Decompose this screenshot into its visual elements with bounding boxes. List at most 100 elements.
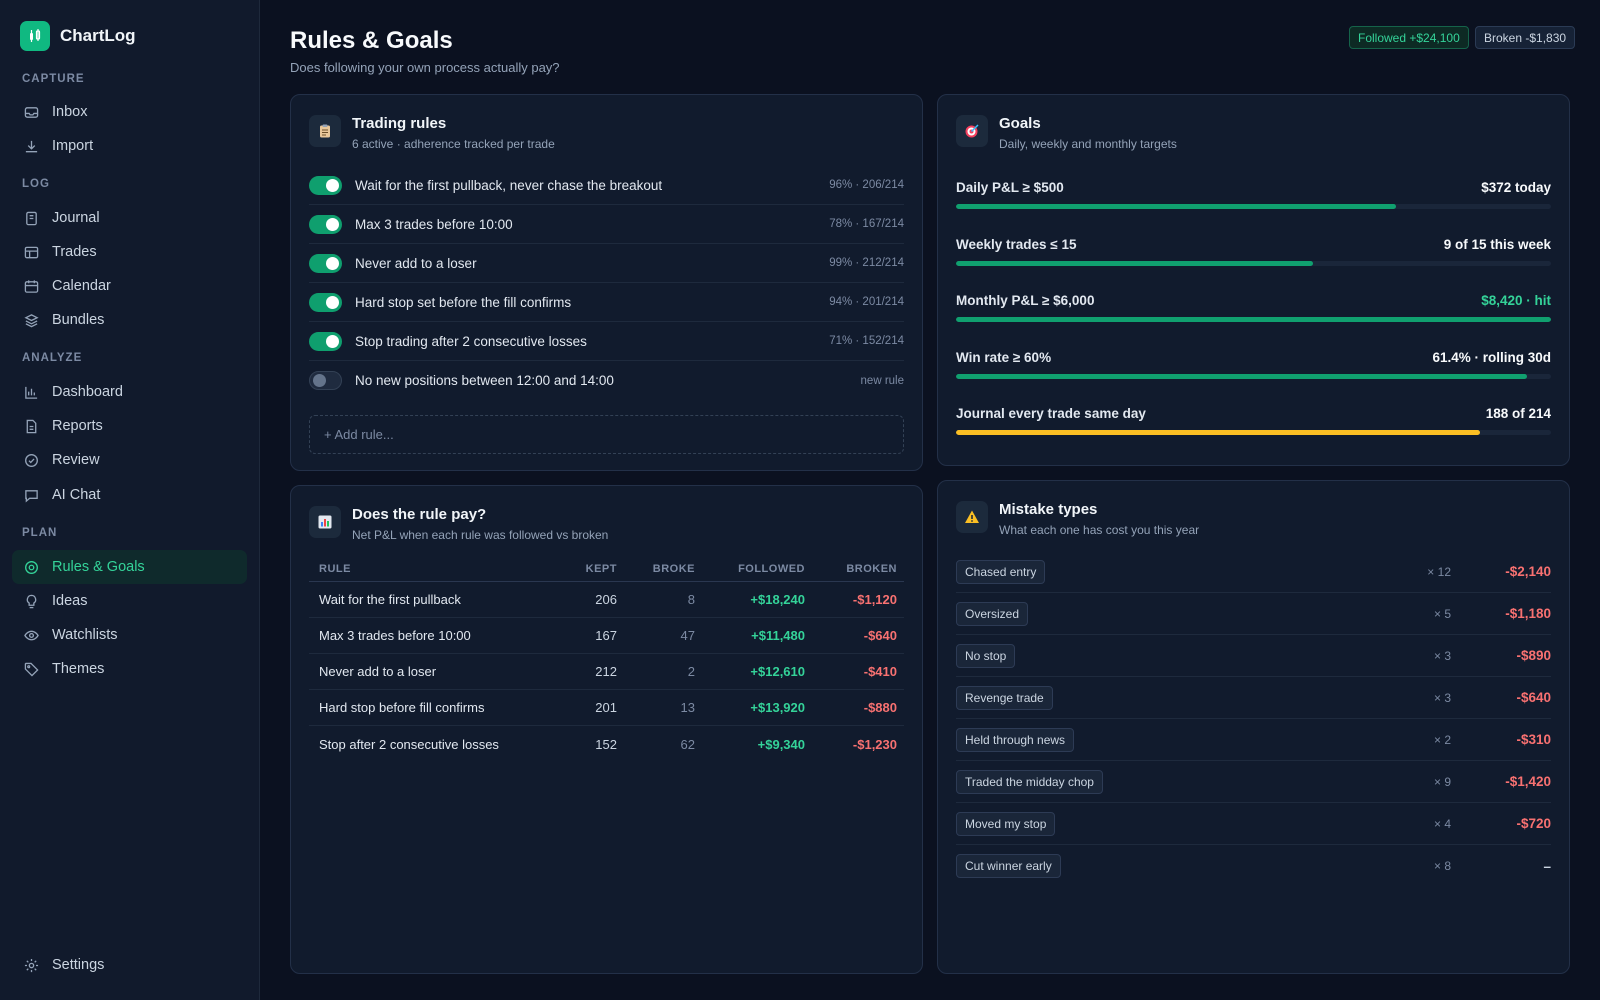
app-name: ChartLog [60,26,136,45]
rule-name-cell: Stop after 2 consecutive losses [319,736,499,752]
toggle-knob [326,178,339,192]
trading-rules-card: Trading rules 6 active · adherence track… [290,94,923,471]
mistake-tag[interactable]: No stop [956,643,1016,668]
sidebar-item-label: Trades [52,244,97,260]
sidebar-item-label: AI Chat [52,487,101,503]
kept-cell: 206 [595,592,617,607]
mistake-tag[interactable]: Cut winner early [956,854,1061,878]
mistake-tag[interactable]: Oversized [956,601,1029,626]
rule-toggle[interactable] [309,292,342,312]
followed-total-badge: Followed +$24,100 [1349,26,1469,49]
add-rule-input[interactable]: + Add rule... [309,415,904,454]
mistake-tag[interactable]: Traded the midday chop [956,769,1103,794]
sidebar-item-trades[interactable]: Trades [12,235,247,269]
table-row: Stop after 2 consecutive losses 152 62 +… [309,726,904,762]
document-icon [26,419,37,433]
nav-section-log: LOG [22,178,50,190]
mistake-count: × 5 [1433,606,1451,621]
sidebar-item-calendar[interactable]: Calendar [12,269,247,303]
sidebar-item-bundles[interactable]: Bundles [12,303,247,337]
rule-row: Stop trading after 2 consecutive losses … [309,322,904,361]
column-header-broken: BROKEN [846,562,897,575]
card-title: Goals [999,115,1041,132]
card-title: Trading rules [352,115,447,132]
sidebar-item-label: Rules & Goals [52,559,145,575]
mistake-row: Held through news × 2 -$310 [956,719,1551,761]
sidebar-item-themes[interactable]: Themes [12,652,247,686]
mistake-row: Oversized × 5 -$1,180 [956,593,1551,635]
card-subtitle: What each one has cost you this year [999,523,1200,537]
sidebar-item-journal[interactable]: Journal [12,201,247,235]
mistake-count: × 3 [1433,648,1451,663]
rule-adherence: 96% · 206/214 [829,179,904,191]
brand[interactable]: ChartLog [20,21,136,51]
rule-text: Wait for the first pullback, never chase… [355,177,663,193]
card-subtitle: Net P&L when each rule was followed vs b… [352,528,609,542]
rule-name-cell: Wait for the first pullback [319,592,461,607]
goal-progress-fill [956,261,1313,266]
sidebar-item-label: Bundles [52,312,105,328]
sidebar-item-reports[interactable]: Reports [12,409,247,443]
mistake-row: No stop × 3 -$890 [956,635,1551,677]
goal-progress-bar [956,204,1551,209]
mistake-cost: – [1543,858,1551,874]
goal-progress-fill [956,204,1397,209]
eye-icon [24,630,39,640]
kept-cell: 167 [595,628,617,643]
broke-cell: 62 [680,736,695,752]
rule-toggle[interactable] [309,371,342,390]
sidebar-item-watchlists[interactable]: Watchlists [12,618,247,652]
mistake-tag[interactable]: Chased entry [956,559,1046,584]
sidebar-item-label: Watchlists [52,627,118,643]
goals-card: Goals Daily, weekly and monthly targets … [937,94,1570,466]
rule-row: Wait for the first pullback, never chase… [309,166,904,205]
sidebar-item-ideas[interactable]: Ideas [12,584,247,618]
table-header: RULE KEPT BROKE FOLLOWED BROKEN [309,556,904,582]
followed-pnl-cell: +$18,240 [750,592,805,607]
table-row: Max 3 trades before 10:00 167 47 +$11,48… [309,618,904,654]
sidebar-item-inbox[interactable]: Inbox [12,95,247,129]
mistake-tag[interactable]: Revenge trade [956,685,1053,710]
sidebar-item-rules-goals[interactable]: Rules & Goals [12,550,247,584]
rule-name-cell: Hard stop before fill confirms [319,700,485,715]
nav-section-analyze: ANALYZE [22,352,83,364]
goal-value: $372 today [1481,180,1551,195]
rule-pay-table: RULE KEPT BROKE FOLLOWED BROKEN Wait for… [309,556,904,762]
rule-pay-card: Does the rule pay? Net P&L when each rul… [290,485,923,974]
rule-adherence: new rule [860,374,904,387]
followed-pnl-cell: +$13,920 [750,700,805,715]
mistake-cost: -$890 [1516,648,1551,663]
rule-toggle[interactable] [309,175,342,195]
sidebar-item-import[interactable]: Import [12,129,247,163]
sidebar-item-ai-chat[interactable]: AI Chat [12,478,247,512]
toggle-knob [326,217,339,231]
mistake-cost: -$1,420 [1505,774,1551,789]
table-row: Never add to a loser 212 2 +$12,610 -$41… [309,654,904,690]
kept-cell: 201 [595,700,617,715]
rule-toggle[interactable] [309,214,342,234]
card-title: Does the rule pay? [352,506,487,523]
sidebar-item-dashboard[interactable]: Dashboard [12,375,247,409]
goal-progress-fill [956,430,1480,435]
sidebar-item-label: Themes [52,661,105,677]
sidebar-item-settings[interactable]: Settings [12,948,247,982]
table-row: Wait for the first pullback 206 8 +$18,2… [309,582,904,618]
clipboard-icon [309,115,341,147]
mistake-count: × 9 [1433,774,1451,789]
broke-cell: 47 [680,628,695,643]
goal-value: $8,420 · hit [1481,293,1551,308]
goal-label: Daily P&L ≥ $500 [956,180,1064,195]
sidebar-item-review[interactable]: Review [12,443,247,477]
sidebar-item-label: Review [52,452,100,468]
page-subtitle: Does following your own process actually… [290,60,560,75]
column-header-kept: KEPT [585,562,617,575]
column-header-broke: BROKE [652,562,695,575]
goal-label: Weekly trades ≤ 15 [956,237,1077,252]
rule-toggle[interactable] [309,253,342,273]
rule-toggle[interactable] [309,331,342,351]
broken-pnl-cell: -$1,230 [852,736,897,752]
mistake-cost: -$640 [1516,690,1551,705]
nav-section-capture: CAPTURE [22,73,85,85]
mistake-tag[interactable]: Held through news [956,727,1075,752]
mistake-tag[interactable]: Moved my stop [956,811,1056,836]
